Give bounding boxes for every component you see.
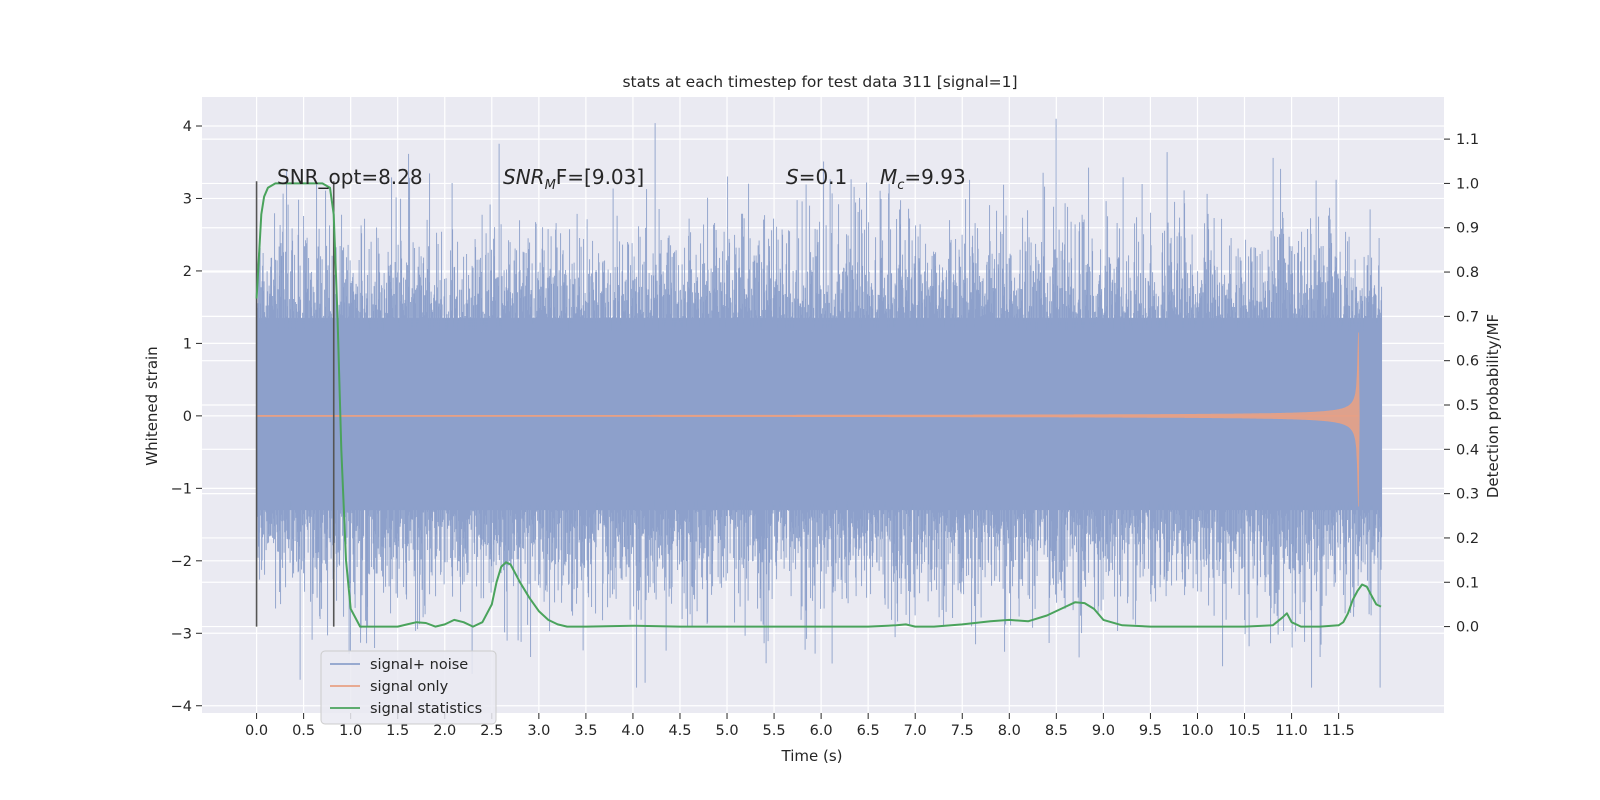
y-tick-label-right: 0.8: [1456, 265, 1479, 281]
y-tick-label-right: 0.7: [1456, 309, 1479, 325]
y-tick-label-right: 1.1: [1456, 132, 1479, 148]
x-tick-label: 11.0: [1275, 723, 1307, 739]
x-tick-label: 10.5: [1228, 723, 1260, 739]
y-tick-label-right: 0.5: [1456, 398, 1479, 414]
annotation-s-rest: =0.1: [799, 165, 848, 189]
y-axis-label-left: Whitened strain: [143, 346, 161, 465]
x-tick-label: 6.5: [857, 723, 880, 739]
y-tick-label-right: 0.2: [1456, 531, 1479, 547]
y-tick-label-right: 0.3: [1456, 487, 1479, 503]
legend-box: [320, 650, 497, 725]
y-tick-label: −2: [171, 554, 192, 570]
x-tick-label: 9.0: [1092, 723, 1115, 739]
annotation-snr-mf: SNRMF=[9.03]: [503, 165, 644, 193]
plot-area-layer: 0.0 0.5 1.0 1.5 2.0 2.5 3.0 3.5 4.0 4.5 5.0 5.5 6.0 6…: [171, 97, 1479, 739]
y-tick-label: 4: [183, 119, 192, 135]
legend-label-signal-statistics: signal statistics: [370, 701, 482, 717]
legend-label-signal-only: signal only: [370, 679, 449, 695]
x-tick-label: 7.5: [951, 723, 974, 739]
y-tick-label-right: 1.0: [1456, 176, 1479, 192]
annotation-snr-mf-main: SNR: [503, 165, 545, 189]
y-tick-label: 1: [183, 336, 192, 352]
x-tick-label: 4.5: [668, 723, 691, 739]
y-tick-label: 0: [183, 409, 192, 425]
y-tick-label: −4: [171, 699, 192, 715]
annotation-s-main: S: [786, 165, 799, 189]
ticks: 0.0 0.5 1.0 1.5 2.0 2.5 3.0 3.5 4.0 4.5 5.0 5.5 6.0 6…: [171, 119, 1479, 739]
series-signal-statistics: [255, 182, 1382, 628]
x-tick-label: 2.5: [480, 723, 503, 739]
x-tick-label: 8.0: [998, 723, 1021, 739]
y-tick-label-right: 0.6: [1456, 354, 1479, 370]
annotation-mc: Mc=9.93: [880, 165, 966, 193]
x-tick-label: 3.5: [574, 723, 597, 739]
x-tick-label: 9.5: [1139, 723, 1162, 739]
x-tick-label: 7.0: [904, 723, 927, 739]
x-tick-label: 5.0: [715, 723, 738, 739]
chart-title: stats at each timestep for test data 311…: [622, 73, 1017, 91]
y-tick-label: −3: [171, 626, 192, 642]
x-tick-label: 1.5: [386, 723, 409, 739]
annotation-snr-mf-sub: M: [545, 178, 556, 193]
x-tick-label: 10.0: [1181, 723, 1213, 739]
y-tick-label-right: 0.1: [1456, 575, 1479, 591]
x-axis-label: Time (s): [781, 747, 843, 765]
annotation-mc-main: M: [880, 165, 897, 189]
x-tick-label: 11.5: [1322, 723, 1354, 739]
annotation-s: S=0.1: [786, 165, 847, 189]
x-tick-label: 2.0: [433, 723, 456, 739]
x-tick-label: 4.0: [621, 723, 644, 739]
y-tick-label: 2: [183, 264, 192, 280]
x-tick-label: 0.5: [292, 723, 315, 739]
y-tick-label-right: 0.4: [1456, 442, 1479, 458]
y-tick-label: 3: [183, 191, 192, 207]
annotation-mc-rest: =9.93: [904, 165, 965, 189]
x-tick-label: 3.0: [527, 723, 550, 739]
y-tick-label-right: 0.0: [1456, 620, 1479, 636]
y-axis-label-right: Detection probability/MF: [1484, 314, 1502, 498]
annotation-snr-opt: SNR_opt=8.28: [277, 165, 423, 189]
y-tick-label-right: 0.9: [1456, 221, 1479, 237]
annotation-mc-sub: c: [897, 178, 904, 193]
x-tick-label: 0.0: [245, 723, 268, 739]
x-tick-label: 1.0: [339, 723, 362, 739]
annotation-snr-mf-rest: F=[9.03]: [556, 165, 644, 189]
x-tick-label: 5.5: [763, 723, 786, 739]
legend-label-signal-noise: signal+ noise: [370, 657, 468, 673]
x-tick-label: 8.5: [1045, 723, 1068, 739]
x-tick-label: 6.0: [810, 723, 833, 739]
y-tick-label: −1: [171, 481, 192, 497]
legend: signal+ noise signal only signal statist…: [320, 650, 497, 725]
